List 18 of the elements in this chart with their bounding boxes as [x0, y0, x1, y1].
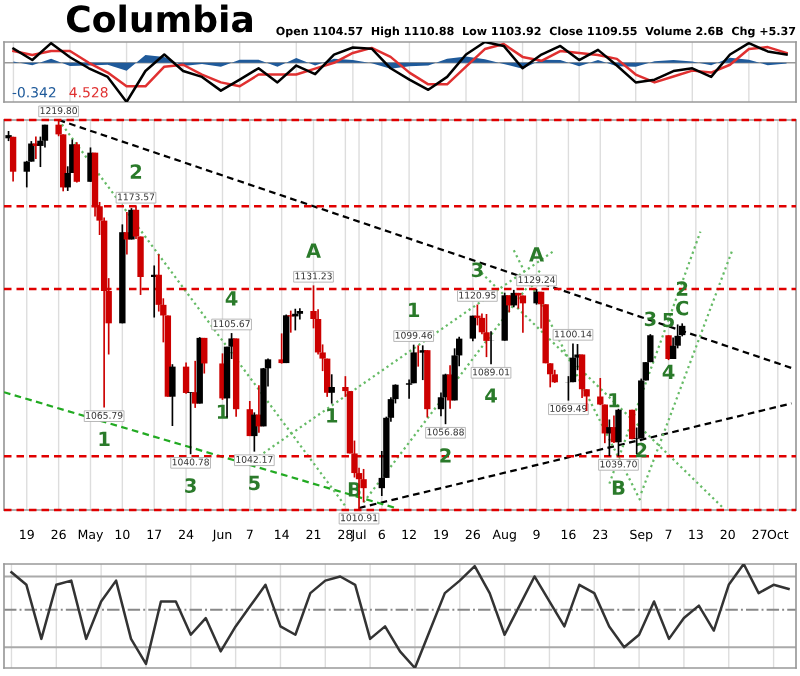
annotation: 4 — [485, 388, 497, 403]
annotation: 4 — [662, 364, 675, 380]
annotation: C — [676, 300, 689, 316]
chart-title: Columbia — [66, 4, 252, 33]
annotation: 3 — [185, 478, 196, 493]
annotation: 4 — [225, 291, 238, 306]
annotation: 1 — [327, 408, 338, 423]
annotation: B — [612, 480, 625, 495]
annotation: 1 — [409, 302, 420, 318]
annotation: A — [306, 243, 321, 258]
annotation: 3 — [644, 311, 656, 327]
annotation: 3 — [471, 262, 483, 278]
annotation: 1 — [609, 393, 620, 408]
annotation: 5 — [663, 312, 674, 328]
annotation: 5 — [249, 475, 260, 491]
annotation: A — [529, 247, 544, 262]
annotation: 1 — [99, 431, 110, 446]
annotation: 2 — [130, 164, 142, 179]
